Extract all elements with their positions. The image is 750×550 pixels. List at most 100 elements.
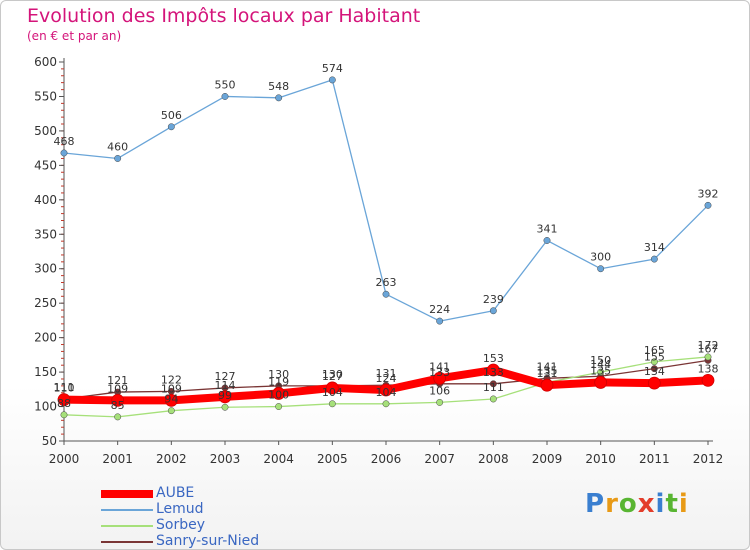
legend-swatch (101, 525, 153, 527)
x-tick-label: 2012 (693, 452, 724, 466)
data-point (60, 411, 68, 419)
data-point (221, 93, 229, 100)
axes: 50 100 150 200 250 300 350 400 450 500 550 600 2000 2… (34, 55, 723, 466)
data-label: 239 (483, 293, 504, 306)
data-label: 133 (483, 366, 504, 379)
data-point (114, 155, 122, 162)
data-label: 104 (322, 386, 343, 399)
y-tick-label: 550 (34, 89, 57, 103)
data-point (275, 94, 283, 102)
chart-subtitle: (en € et par an) (27, 29, 122, 43)
y-tick-label: 250 (34, 296, 57, 310)
data-label: 144 (590, 358, 611, 371)
data-label: 392 (698, 187, 719, 200)
data-label: 574 (322, 62, 343, 75)
x-tick-label: 2003 (210, 452, 241, 466)
data-label: 106 (429, 384, 450, 397)
data-label: 138 (698, 362, 719, 375)
data-point (597, 368, 605, 376)
data-point (325, 381, 339, 395)
data-point (433, 371, 447, 385)
logo-letter: x (637, 489, 656, 519)
data-point (328, 76, 336, 84)
data-label: 135 (537, 364, 558, 377)
data-point (167, 123, 175, 131)
x-tick-label: 2000 (49, 452, 80, 466)
legend-label: AUBE (156, 485, 195, 501)
data-label: 155 (644, 351, 665, 364)
data-point (60, 149, 68, 157)
x-tick-label: 2005 (317, 452, 348, 466)
data-point (540, 378, 554, 392)
data-point (704, 201, 712, 209)
data-label: 141 (537, 360, 558, 373)
legend-swatch (101, 509, 153, 511)
data-label: 167 (698, 342, 719, 355)
logo-letter: o (618, 489, 638, 519)
data-label: 133 (429, 366, 450, 379)
legend-swatch (101, 490, 153, 498)
data-label: 165 (644, 344, 665, 357)
y-tick-label: 400 (34, 193, 57, 207)
logo-letter: r (605, 489, 619, 519)
series-lemud (60, 76, 712, 325)
data-point (647, 376, 661, 390)
data-point (436, 317, 444, 325)
data-point (379, 383, 393, 397)
data-point (382, 290, 390, 298)
chart-title: Evolution des Impôts locaux par Habitant (27, 5, 421, 27)
data-label: 104 (376, 386, 397, 399)
data-label: 121 (107, 374, 128, 387)
data-label: 135 (590, 364, 611, 377)
logo-letter: P (585, 489, 606, 519)
data-point (111, 393, 125, 407)
data-point (272, 387, 286, 400)
data-label: 131 (537, 367, 558, 380)
y-tick-label: 200 (34, 331, 57, 345)
y-tick-label: 300 (34, 262, 57, 276)
data-label: 134 (644, 365, 665, 378)
y-tick-label: 350 (34, 227, 57, 241)
x-tick-label: 2009 (532, 452, 563, 466)
y-tick-label: 150 (34, 365, 57, 379)
logo-letter: i (655, 489, 666, 519)
data-label: 114 (215, 379, 236, 392)
data-label: 127 (215, 370, 236, 383)
data-label: 341 (537, 222, 558, 235)
x-tick-label: 2011 (639, 452, 670, 466)
data-point (489, 380, 497, 388)
data-point (650, 365, 658, 373)
data-point (594, 376, 608, 389)
data-point (328, 400, 336, 408)
data-label: 109 (107, 382, 128, 395)
data-label: 130 (268, 368, 289, 381)
data-label: 172 (698, 339, 719, 352)
y-tick-label: 500 (34, 124, 57, 138)
data-label: 550 (215, 78, 236, 91)
data-label: 224 (429, 303, 450, 316)
y-tick-label: 100 (34, 400, 57, 414)
data-point (489, 395, 497, 403)
data-label: 263 (376, 276, 397, 289)
data-label: 109 (161, 382, 182, 395)
data-label: 122 (161, 373, 182, 386)
data-point (701, 373, 715, 387)
data-point (650, 358, 658, 366)
data-label: 111 (54, 381, 75, 394)
data-label: 141 (429, 360, 450, 373)
data-point (436, 398, 444, 406)
x-tick-label: 2008 (478, 452, 509, 466)
data-point (57, 393, 71, 407)
legend-swatch (101, 541, 153, 543)
y-tick-label: 450 (34, 158, 57, 172)
data-label: 111 (483, 381, 504, 394)
legend-label: Lemud (156, 501, 204, 517)
data-point (167, 407, 175, 415)
data-label: 99 (218, 389, 232, 402)
data-point (543, 237, 551, 244)
x-tick-label: 2001 (102, 452, 133, 466)
data-point (382, 400, 390, 408)
